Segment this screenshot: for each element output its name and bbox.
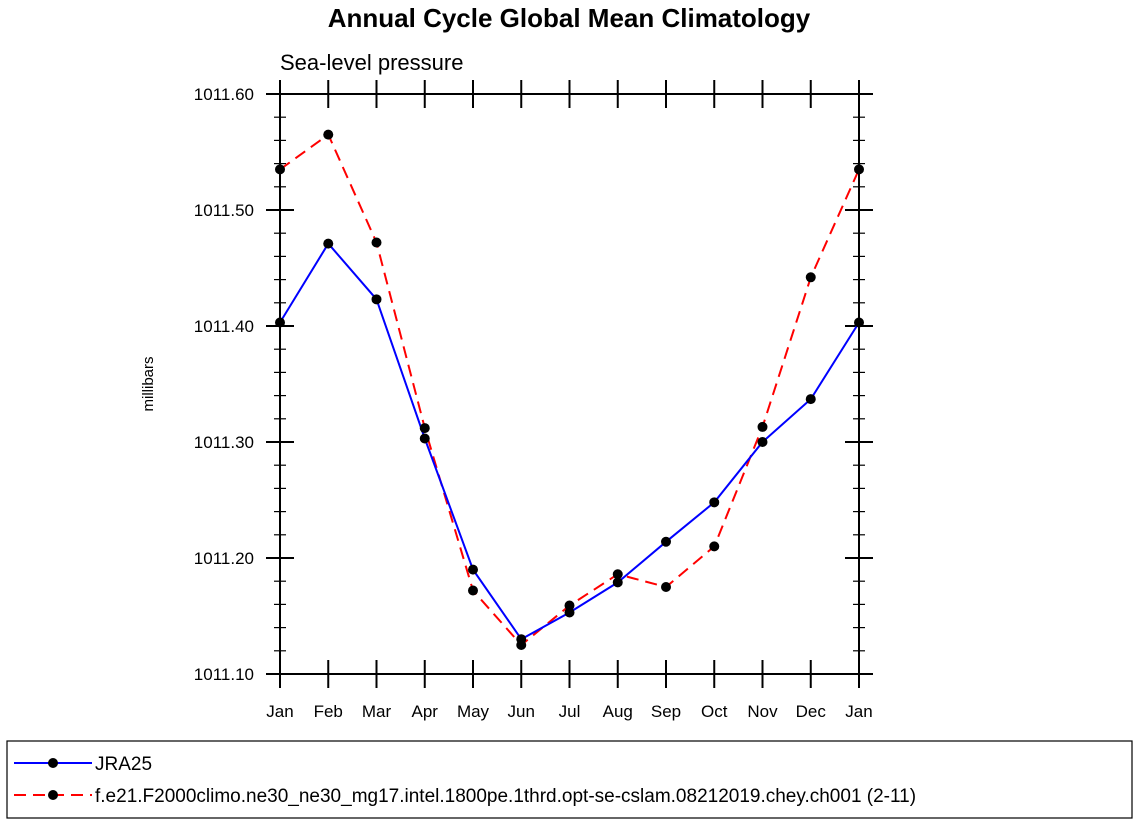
chart-title: Annual Cycle Global Mean Climatology — [328, 3, 811, 33]
data-point-model — [709, 541, 720, 552]
y-tick-label: 1011.30 — [194, 433, 254, 452]
x-tick-label: Jul — [559, 702, 581, 721]
data-point-model — [564, 600, 575, 611]
x-tick-label: Dec — [796, 702, 827, 721]
y-tick-label: 1011.50 — [194, 201, 254, 220]
data-point-jra25 — [612, 577, 623, 588]
legend-box — [6, 740, 1133, 819]
series-markers — [275, 129, 864, 650]
data-point-jra25 — [564, 607, 575, 618]
data-point-jra25 — [468, 564, 478, 575]
series-line-model — [279, 133, 860, 647]
data-point-model — [419, 423, 430, 434]
x-tick-label: Aug — [603, 702, 633, 721]
x-tick-labels: Jan Feb Mar Apr May Jun Jul Aug Sep Oct Nov Dec Jan — [266, 702, 872, 721]
x-tick-label: May — [457, 702, 490, 721]
data-point-jra25 — [419, 433, 430, 444]
data-point-model — [757, 421, 768, 432]
x-tick-label: Jan — [266, 702, 293, 721]
x-tick-label: Oct — [701, 702, 728, 721]
legend-label-jra25: JRA25 — [95, 754, 152, 775]
y-tick-label: 1011.40 — [194, 317, 254, 336]
data-point-model — [371, 237, 382, 248]
x-tick-label: Mar — [362, 702, 392, 721]
legend-label-model: f.e21.F2000climo.ne30_ne30_mg17.intel.18… — [95, 786, 916, 807]
data-point-jra25 — [709, 497, 720, 508]
x-tick-label: Apr — [412, 702, 439, 721]
legend-marker-model — [48, 790, 58, 800]
series-line-jra25 — [279, 241, 860, 641]
major-ticks — [266, 80, 873, 688]
x-tick-label: Nov — [747, 702, 778, 721]
data-point-jra25 — [661, 536, 671, 547]
plot-frame — [279, 93, 860, 675]
data-point-model — [661, 582, 671, 592]
y-tick-label: 1011.20 — [194, 549, 254, 568]
data-point-jra25 — [757, 437, 768, 447]
data-point-model — [468, 585, 478, 596]
data-point-jra25 — [805, 394, 816, 405]
x-tick-label: Jan — [845, 702, 872, 721]
chart-subtitle: Sea-level pressure — [280, 50, 463, 75]
legend-marker-jra25 — [48, 758, 58, 768]
y-axis-label: millibars — [140, 356, 157, 411]
legend: JRA25 f.e21.F2000climo.ne30_ne30_mg17.in… — [6, 740, 1133, 819]
series-lines — [279, 133, 860, 647]
y-tick-label: 1011.60 — [194, 85, 254, 104]
data-point-model — [612, 569, 623, 580]
data-point-jra25 — [323, 238, 334, 249]
x-tick-label: Feb — [314, 702, 343, 721]
y-tick-label: 1011.10 — [194, 665, 254, 684]
data-point-jra25 — [371, 294, 382, 305]
y-tick-labels: 1011.10 1011.20 1011.30 1011.40 1011.50 1011.… — [194, 85, 254, 684]
x-tick-label: Jun — [508, 702, 535, 721]
data-point-model — [323, 129, 334, 140]
x-tick-label: Sep — [651, 702, 681, 721]
data-point-model — [516, 640, 527, 650]
data-point-model — [805, 272, 816, 283]
